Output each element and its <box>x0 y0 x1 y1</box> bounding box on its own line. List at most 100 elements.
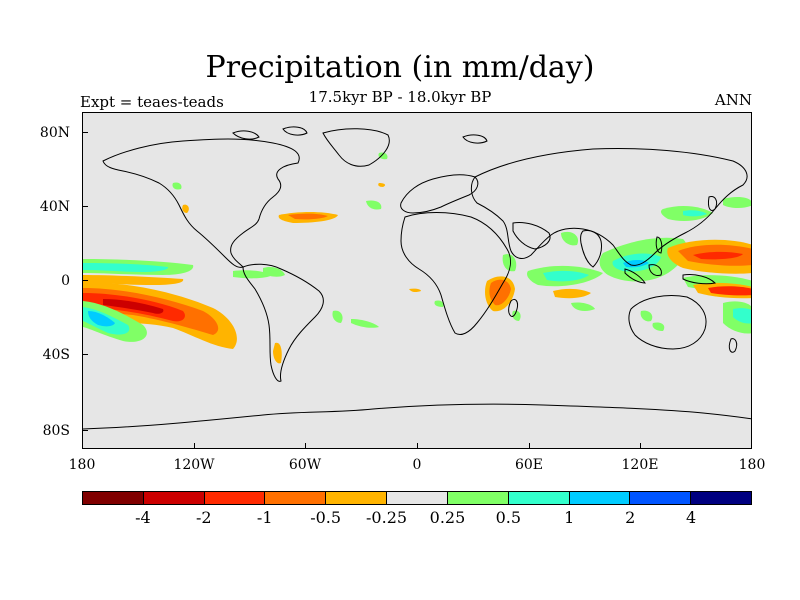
east-africa-green <box>502 254 517 272</box>
philippines-outline <box>655 236 663 254</box>
colorbar-swatch-10 <box>691 492 751 504</box>
lon-label-60w: 60W <box>288 457 322 473</box>
tick-120w <box>194 443 195 449</box>
indian-ocean-cyan <box>543 270 589 282</box>
tick-40n <box>82 206 88 207</box>
greenland-outline <box>322 128 390 167</box>
colorbar-label-9: 4 <box>685 508 697 527</box>
anomaly-fields <box>83 152 751 364</box>
maritime-blue <box>623 260 649 268</box>
australia-outline <box>628 295 707 350</box>
west-pacific-red <box>693 251 743 260</box>
colorbar-swatch-1 <box>143 492 205 504</box>
east-africa-darkorange <box>489 279 511 306</box>
borneo-outline <box>648 264 662 276</box>
pacific-wet-tongue-blue <box>88 311 115 327</box>
chart-subtitle: 17.5kyr BP - 18.0kyr BP <box>308 88 492 106</box>
lon-label-120w: 120W <box>173 457 215 473</box>
tick-80s <box>82 430 88 431</box>
brazil-east-green <box>332 310 343 323</box>
india-outline <box>580 230 602 268</box>
greenland-green <box>378 152 388 160</box>
australia-green <box>640 310 653 322</box>
experiment-label: Expt = teaes-teads <box>80 93 224 111</box>
colorbar-swatch-0 <box>83 492 144 504</box>
colorbar-swatch-6 <box>447 492 509 504</box>
madagascar-green <box>512 310 521 321</box>
pacific-eq-north-cyan <box>83 263 169 272</box>
tick-60w <box>305 443 306 449</box>
north-atlantic-green <box>366 200 382 210</box>
lon-label-120e: 120E <box>621 457 659 473</box>
new-guinea-outline <box>682 274 717 285</box>
colorbar <box>82 491 752 505</box>
colorbar-swatch-3 <box>265 492 327 504</box>
colorbar-label-2: -1 <box>256 508 273 527</box>
tick-60e <box>529 443 530 449</box>
japan-outline <box>708 196 718 211</box>
andes-orange <box>273 342 282 364</box>
lat-label-80s: 80S <box>42 423 70 439</box>
africa-outline <box>400 212 511 336</box>
south-ocean-green <box>652 322 665 331</box>
south-america-outline <box>242 263 324 382</box>
colorbar-swatch-9 <box>630 492 692 504</box>
tick-40s <box>82 354 88 355</box>
west-africa-green <box>434 300 444 307</box>
colorbar-label-5: 0.25 <box>429 508 466 527</box>
season-label: ANN <box>714 91 752 109</box>
north-america-orange <box>182 204 189 213</box>
arctic-islands-outline <box>232 126 488 144</box>
colorbar-swatch-4 <box>326 492 388 504</box>
arabian-green <box>561 231 579 246</box>
colorbar-label-7: 1 <box>564 508 575 527</box>
tick-120e <box>640 443 641 449</box>
tick-80n <box>82 132 88 133</box>
new-zealand-outline <box>728 338 738 353</box>
arabia-outline <box>512 222 551 250</box>
lon-label-60e: 60E <box>514 457 544 473</box>
colorbar-swatch-2 <box>204 492 266 504</box>
colorbar-label-3: -0.5 <box>310 508 342 527</box>
chart-title: Precipitation (in mm/day) <box>205 50 595 85</box>
colorbar-label-8: 2 <box>625 508 636 527</box>
tick-0-lon <box>417 443 418 449</box>
japan-green <box>723 197 751 208</box>
tick-0 <box>82 280 88 281</box>
madagascar-outline <box>508 298 518 317</box>
lat-label-40s: 40S <box>42 347 70 363</box>
lat-label-0: 0 <box>61 273 70 289</box>
coastlines <box>83 126 751 430</box>
europe-outline <box>400 174 479 214</box>
south-atlantic-green <box>351 319 379 328</box>
africa-sahel-green <box>233 270 273 279</box>
colorbar-swatch-7 <box>508 492 570 504</box>
map-panel <box>82 112 752 449</box>
sumatra-outline <box>624 268 646 284</box>
pacific-eq-north-orange <box>83 275 184 285</box>
colorbar-swatch-8 <box>569 492 631 504</box>
lon-label-180w: 180 <box>68 457 96 473</box>
lon-label-180e: 180 <box>738 457 766 473</box>
north-america-green <box>172 182 182 190</box>
pacific-south-band-darkred <box>103 299 164 314</box>
indian-ocean-orange <box>553 288 591 299</box>
north-atlantic-darkorange <box>288 213 328 220</box>
antarctica-outline <box>83 403 751 430</box>
colorbar-label-6: 0.5 <box>495 508 522 527</box>
north-america-outline <box>102 138 300 268</box>
colorbar-label-1: -2 <box>196 508 212 527</box>
colorbar-label-4: -0.25 <box>366 508 408 527</box>
colorbar-swatch-5 <box>387 492 448 504</box>
arctic-orange <box>378 183 386 187</box>
lat-label-80n: 80N <box>39 125 70 141</box>
asia-outline <box>470 148 748 266</box>
atlantic-eq-orange <box>409 288 421 293</box>
south-pacific-east-cyan <box>733 308 751 324</box>
lon-label-0: 0 <box>412 457 422 473</box>
colorbar-label-0: -4 <box>135 508 151 527</box>
west-pacific-red-south <box>708 286 751 296</box>
indian-ocean-south-green <box>571 302 595 311</box>
lat-label-40n: 40N <box>39 199 70 215</box>
precipitation-map <box>83 126 751 430</box>
